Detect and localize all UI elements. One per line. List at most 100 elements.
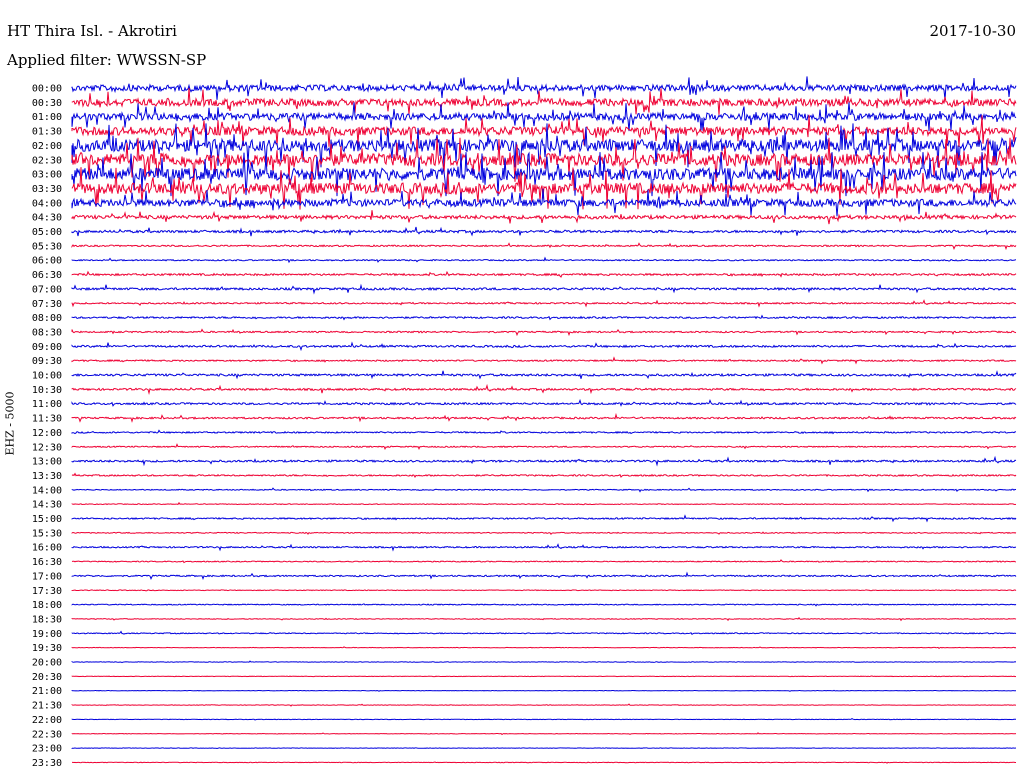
row-label: 04:30 bbox=[32, 213, 62, 224]
row-label: 08:30 bbox=[32, 327, 62, 338]
row-label: 03:30 bbox=[32, 184, 62, 195]
trace-line bbox=[71, 283, 1017, 295]
trace-line bbox=[71, 455, 1017, 467]
trace-line bbox=[71, 703, 1016, 707]
trace-line bbox=[71, 603, 1017, 607]
trace-line bbox=[71, 747, 1017, 750]
trace-line bbox=[71, 270, 1017, 278]
trace-line bbox=[71, 383, 1017, 395]
row-label: 01:00 bbox=[32, 112, 62, 123]
trace-line bbox=[71, 689, 1016, 692]
row-label: 05:00 bbox=[32, 227, 62, 238]
trace-line bbox=[71, 514, 1017, 523]
row-label: 14:00 bbox=[32, 485, 62, 496]
row-label: 19:00 bbox=[32, 629, 62, 640]
row-label: 15:00 bbox=[32, 514, 62, 525]
trace-line bbox=[71, 226, 1017, 237]
row-label: 10:00 bbox=[32, 371, 62, 382]
trace-line bbox=[71, 137, 1017, 182]
row-label: 20:00 bbox=[32, 658, 62, 669]
trace-line bbox=[71, 617, 1017, 622]
row-label: 12:30 bbox=[32, 442, 62, 453]
trace-line bbox=[71, 210, 1017, 225]
row-label: 19:30 bbox=[32, 643, 62, 654]
row-label: 11:00 bbox=[32, 399, 62, 410]
row-label: 04:00 bbox=[32, 198, 62, 209]
row-label: 11:30 bbox=[32, 414, 62, 425]
trace-line bbox=[72, 761, 1016, 764]
row-label: 17:00 bbox=[32, 571, 62, 582]
trace-line bbox=[71, 167, 1017, 210]
row-label: 10:30 bbox=[32, 385, 62, 396]
row-label: 13:30 bbox=[32, 471, 62, 482]
trace-line bbox=[71, 501, 1017, 506]
trace-line bbox=[71, 87, 1017, 115]
trace-line bbox=[71, 328, 1017, 337]
row-label: 23:00 bbox=[32, 744, 62, 755]
trace-line bbox=[71, 429, 1017, 435]
trace-line bbox=[71, 543, 1017, 552]
trace-line bbox=[71, 242, 1017, 251]
row-label: 00:30 bbox=[32, 98, 62, 109]
trace-line bbox=[71, 341, 1017, 352]
row-label: 22:30 bbox=[32, 729, 62, 740]
row-label: 07:30 bbox=[32, 299, 62, 310]
trace-line bbox=[71, 660, 1017, 664]
trace-line bbox=[71, 188, 1017, 217]
row-label: 22:00 bbox=[32, 715, 62, 726]
row-label: 15:30 bbox=[32, 528, 62, 539]
row-label: 02:00 bbox=[32, 141, 62, 152]
trace-line bbox=[71, 102, 1017, 132]
trace-line bbox=[71, 314, 1017, 321]
row-label: 06:30 bbox=[32, 270, 62, 281]
trace-line bbox=[71, 571, 1017, 581]
trace-line bbox=[71, 151, 1017, 197]
trace-line bbox=[71, 256, 1017, 264]
trace-line bbox=[71, 675, 1017, 678]
row-label: 07:00 bbox=[32, 284, 62, 295]
trace-line bbox=[71, 443, 1017, 451]
row-label: 12:00 bbox=[32, 428, 62, 439]
trace-line bbox=[71, 114, 1017, 147]
row-label: 00:00 bbox=[32, 84, 62, 95]
row-label: 02:30 bbox=[32, 155, 62, 166]
row-label: 23:30 bbox=[32, 758, 62, 769]
row-label: 18:00 bbox=[32, 600, 62, 611]
trace-line bbox=[71, 472, 1017, 478]
record-date: 2017-10-30 bbox=[929, 22, 1016, 40]
row-label: 09:00 bbox=[32, 342, 62, 353]
row-label: 20:30 bbox=[32, 672, 62, 683]
trace-line bbox=[71, 487, 1017, 493]
trace-line bbox=[71, 531, 1017, 535]
row-label: 16:00 bbox=[32, 543, 62, 554]
row-label: 21:30 bbox=[32, 701, 62, 712]
row-label: 03:00 bbox=[32, 170, 62, 181]
trace-line bbox=[71, 299, 1017, 308]
trace-line bbox=[71, 718, 1016, 721]
trace-line bbox=[71, 123, 1017, 168]
trace-line bbox=[71, 370, 1017, 380]
trace-line bbox=[71, 356, 1017, 365]
row-label: 16:30 bbox=[32, 557, 62, 568]
filter-label: Applied filter: WWSSN-SP bbox=[7, 51, 207, 69]
trace-line bbox=[71, 630, 1017, 635]
row-label: 14:30 bbox=[32, 500, 62, 511]
trace-line bbox=[71, 589, 1017, 592]
row-label: 13:00 bbox=[32, 457, 62, 468]
row-label: 08:00 bbox=[32, 313, 62, 324]
row-label: 18:30 bbox=[32, 614, 62, 625]
row-label: 01:30 bbox=[32, 127, 62, 138]
row-label: 05:30 bbox=[32, 241, 62, 252]
trace-line bbox=[71, 646, 1017, 650]
trace-line bbox=[71, 732, 1017, 736]
trace-line bbox=[71, 76, 1017, 100]
row-label: 17:30 bbox=[32, 586, 62, 597]
trace-line bbox=[71, 559, 1017, 564]
row-label: 06:00 bbox=[32, 256, 62, 267]
row-label: 09:30 bbox=[32, 356, 62, 367]
station-title: HT Thira Isl. - Akrotiri bbox=[7, 22, 177, 40]
trace-line bbox=[71, 398, 1017, 407]
row-label: 21:00 bbox=[32, 686, 62, 697]
trace-line bbox=[71, 412, 1017, 423]
